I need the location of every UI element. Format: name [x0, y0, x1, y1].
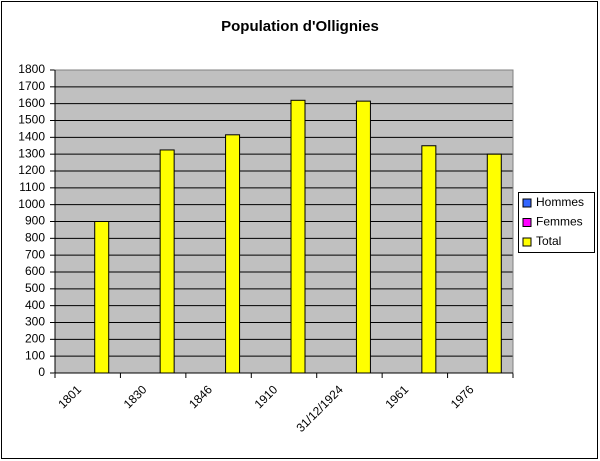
legend-swatch — [522, 218, 532, 227]
y-tick-label: 1400 — [18, 130, 45, 144]
bar — [290, 99, 306, 374]
y-tick-label: 400 — [25, 298, 45, 312]
legend-swatch — [522, 198, 532, 208]
y-tick-label: 1100 — [19, 180, 45, 194]
y-tick-label: 200 — [25, 332, 45, 346]
bar — [355, 100, 371, 374]
legend-label: Femmes — [536, 215, 583, 229]
chart-title: Population d'Ollignies — [221, 18, 379, 35]
y-tick-label: 900 — [25, 214, 45, 228]
y-tick-label: 300 — [25, 315, 45, 329]
y-tick-label: 600 — [25, 264, 45, 278]
bar — [225, 134, 241, 374]
y-tick-label: 1500 — [18, 113, 45, 127]
bar — [486, 153, 502, 374]
y-tick-label: 1600 — [18, 96, 45, 110]
bar — [159, 149, 175, 374]
y-tick-label: 700 — [25, 247, 45, 261]
bar — [94, 221, 110, 374]
y-tick-label: 1700 — [18, 79, 45, 93]
y-tick-label: 1200 — [18, 163, 45, 177]
y-tick-label: 100 — [25, 348, 45, 362]
y-tick-label: 500 — [25, 281, 45, 295]
y-tick-label: 1800 — [18, 62, 45, 76]
bar — [421, 145, 437, 374]
legend-label: Hommes — [536, 195, 584, 209]
legend-swatch — [522, 237, 532, 247]
y-tick-label: 0 — [38, 365, 45, 379]
y-tick-label: 800 — [25, 231, 45, 245]
y-tick-label: 1300 — [18, 146, 45, 160]
y-tick-label: 1000 — [18, 197, 45, 211]
legend-label: Total — [536, 234, 561, 248]
